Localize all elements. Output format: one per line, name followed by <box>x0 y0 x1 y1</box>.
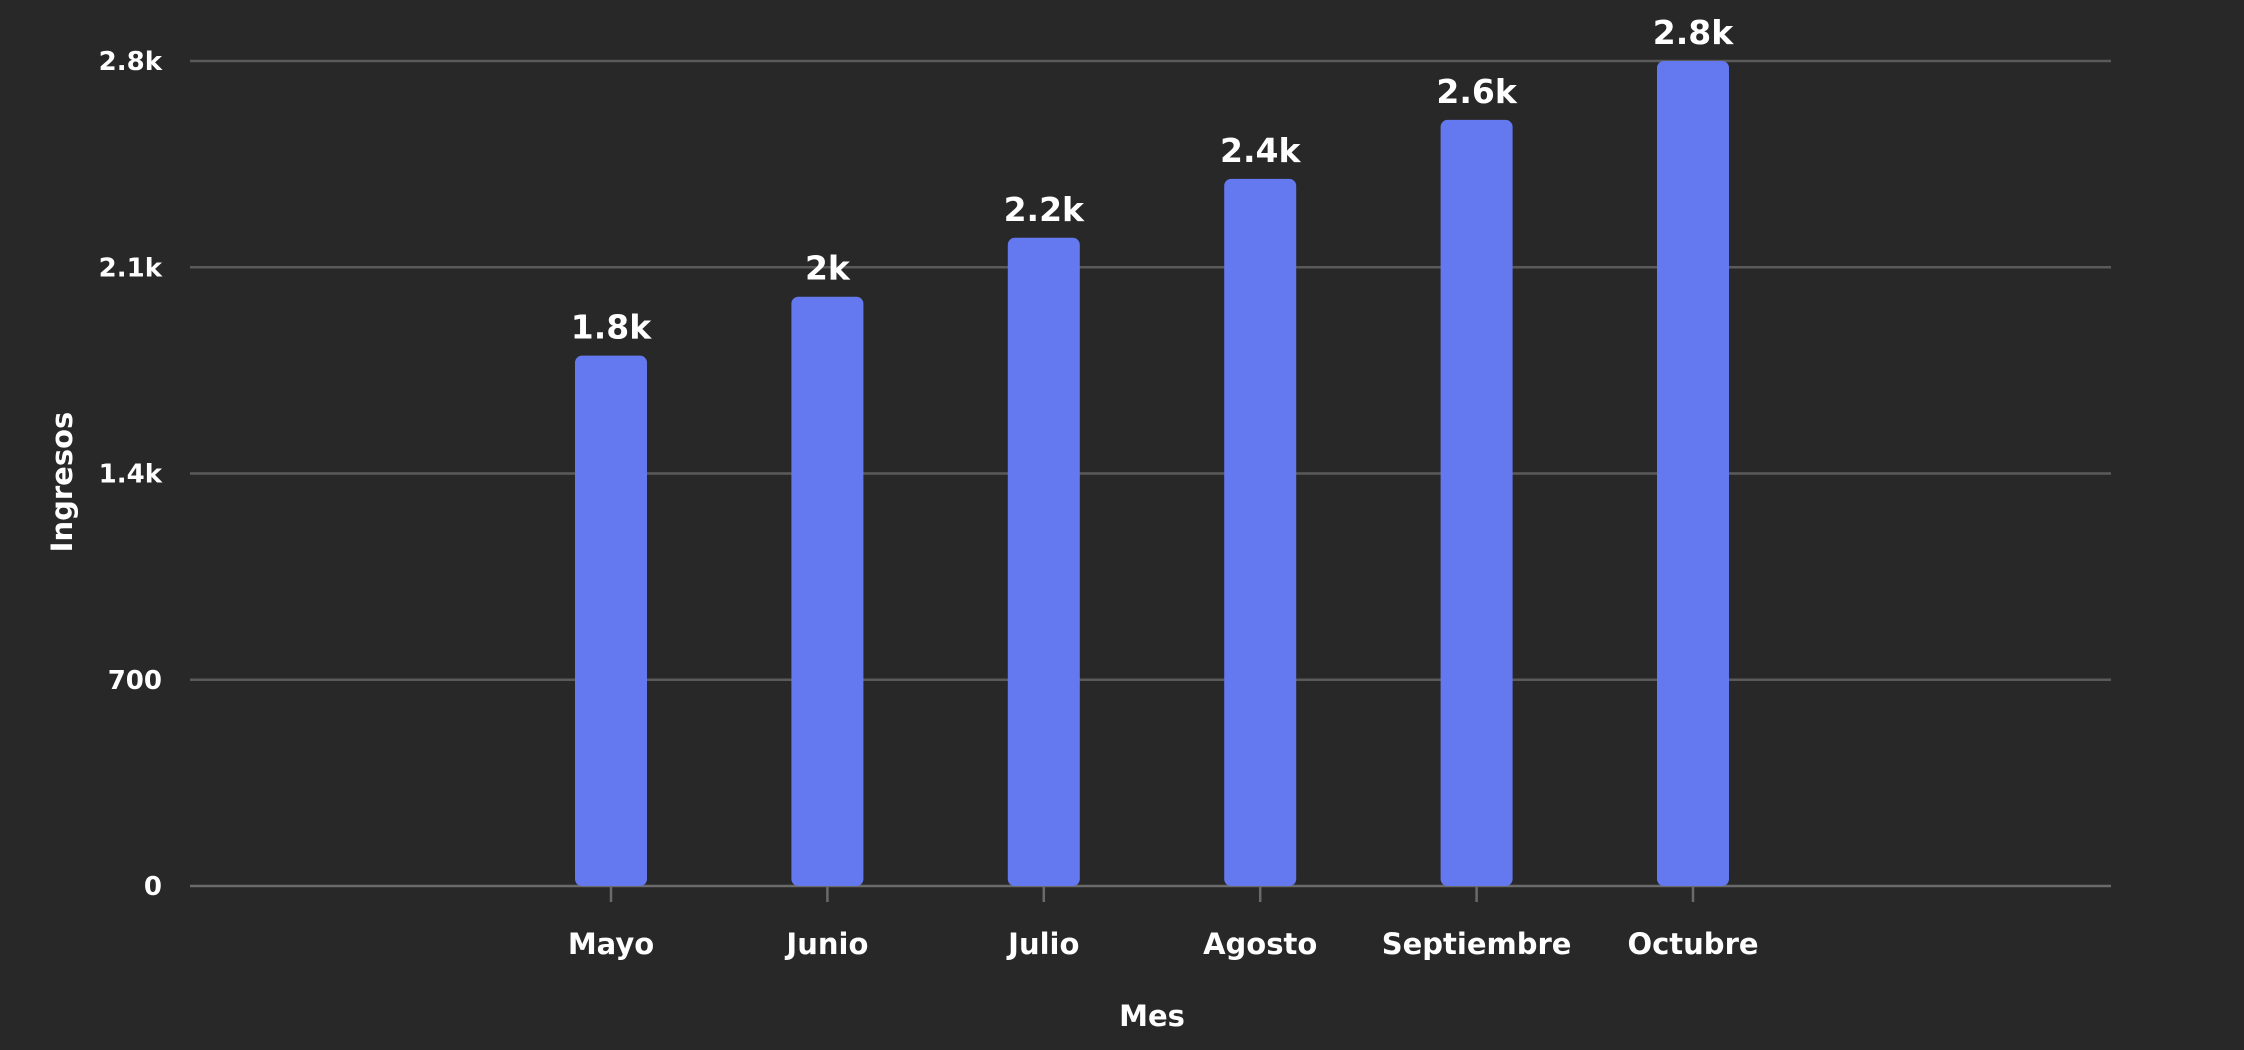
y-tick-label: 700 <box>108 666 162 696</box>
y-tick-label: 1.4k <box>99 460 163 490</box>
bars <box>575 61 1729 887</box>
bar[interactable] <box>1007 237 1080 887</box>
data-label: 2.2k <box>1004 190 1085 229</box>
x-axis-ticks: Mayo Junio Julio Agosto Septiembre Octubre <box>568 886 1759 961</box>
y-tick-label: 0 <box>144 872 162 902</box>
x-tick-label: Julio <box>1006 927 1079 961</box>
bar[interactable] <box>1657 61 1729 886</box>
data-label: 2.4k <box>1220 131 1301 170</box>
x-tick-label: Junio <box>784 927 868 961</box>
bar[interactable] <box>575 355 647 887</box>
bar[interactable] <box>1224 178 1297 886</box>
x-axis-title: Mes <box>1119 999 1185 1033</box>
x-tick-label: Octubre <box>1627 927 1758 961</box>
x-tick-label: Mayo <box>568 927 654 961</box>
data-label: 2.6k <box>1436 72 1517 111</box>
data-label: 2k <box>805 249 851 288</box>
data-label: 1.8k <box>571 308 652 347</box>
y-axis-ticks: 0 700 1.4k 2.1k 2.8k <box>99 47 163 902</box>
x-tick-label: Agosto <box>1203 927 1317 961</box>
bar[interactable] <box>1440 119 1513 886</box>
y-tick-label: 2.1k <box>99 253 163 283</box>
bar[interactable] <box>791 296 864 886</box>
data-label: 2.8k <box>1653 13 1734 52</box>
x-tick-label: Septiembre <box>1382 927 1572 961</box>
y-axis-title: Ingresos <box>45 412 79 553</box>
y-tick-label: 2.8k <box>99 47 163 77</box>
data-labels: 1.8k 2k 2.2k 2.4k 2.6k 2.8k <box>571 13 1734 347</box>
gridlines <box>190 59 2111 888</box>
